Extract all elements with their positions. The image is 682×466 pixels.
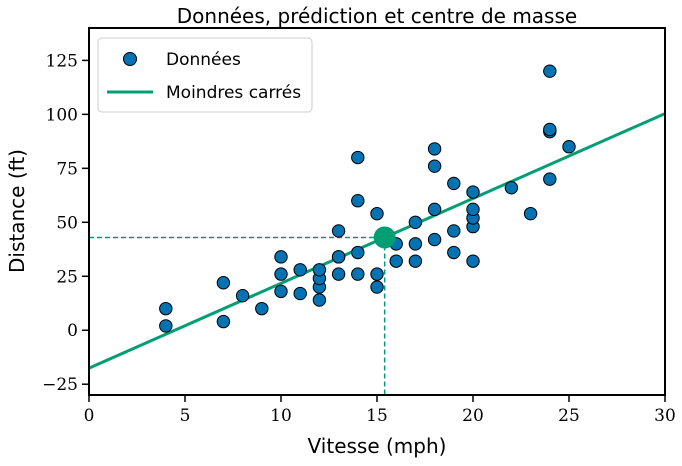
data-point <box>370 280 384 294</box>
y-tick-label: 0 <box>67 321 78 341</box>
data-point <box>331 250 346 264</box>
data-point <box>370 267 384 281</box>
data-point <box>331 224 346 238</box>
y-tick-label: −25 <box>42 375 78 395</box>
legend-marker-data <box>123 52 137 66</box>
legend-label-data: Données <box>166 50 241 70</box>
data-point <box>466 254 480 268</box>
data-point <box>447 245 461 260</box>
y-tick-label: 50 <box>56 213 78 233</box>
data-point <box>427 142 442 156</box>
plot-area <box>89 64 665 395</box>
data-point <box>408 254 423 268</box>
center-guides <box>89 236 386 395</box>
data-point <box>543 122 557 137</box>
data-point <box>389 254 403 268</box>
y-axis-ticks: −25 0 25 50 75 100 125 <box>42 51 89 395</box>
data-point <box>523 206 538 221</box>
data-point <box>427 159 442 173</box>
x-tick-label: 20 <box>462 406 484 426</box>
data-point <box>466 202 480 217</box>
data-point <box>351 267 365 281</box>
legend-label-fit: Moindres carrés <box>166 83 301 103</box>
data-point <box>466 185 480 199</box>
data-point <box>274 284 288 299</box>
data-point <box>408 237 423 251</box>
data-point <box>351 150 365 165</box>
data-point <box>331 267 346 281</box>
x-tick-label: 25 <box>558 406 580 426</box>
x-tick-label: 5 <box>180 406 191 426</box>
data-point <box>351 245 365 260</box>
y-tick-label: 100 <box>46 105 78 125</box>
data-point <box>159 319 173 333</box>
x-tick-label: 15 <box>366 406 388 426</box>
data-point <box>370 206 384 221</box>
data-point <box>351 194 365 208</box>
data-point <box>543 64 557 78</box>
x-tick-label: 0 <box>84 406 95 426</box>
data-point <box>562 140 576 154</box>
data-point <box>216 314 231 329</box>
data-point <box>312 293 327 307</box>
data-point <box>447 224 461 238</box>
chart-title: Données, prédiction et centre de masse <box>177 4 577 28</box>
data-point <box>504 181 519 195</box>
center-of-mass-point <box>373 226 396 249</box>
x-axis-ticks: 0 5 10 15 20 25 30 <box>84 395 676 426</box>
legend: Données Moindres carrés <box>97 37 313 113</box>
y-tick-label: 125 <box>46 51 78 71</box>
data-point <box>255 301 269 316</box>
data-point <box>159 301 173 316</box>
data-point <box>447 176 461 191</box>
x-tick-label: 10 <box>270 406 292 426</box>
data-point <box>312 263 327 277</box>
x-tick-label: 30 <box>654 406 676 426</box>
center-layer <box>373 226 396 249</box>
data-point <box>293 286 307 301</box>
data-point <box>427 232 442 247</box>
data-point <box>427 202 442 217</box>
y-tick-label: 25 <box>56 267 78 287</box>
data-point <box>293 263 307 277</box>
data-point <box>274 250 288 264</box>
y-tick-label: 75 <box>56 159 78 179</box>
data-point <box>543 172 557 186</box>
data-point <box>235 288 250 303</box>
x-axis-label: Vitesse (mph) <box>308 434 447 458</box>
data-point <box>274 267 288 281</box>
data-point <box>216 276 231 290</box>
data-point <box>408 215 423 229</box>
data-points <box>159 64 576 333</box>
y-axis-label: Distance (ft) <box>5 149 29 273</box>
